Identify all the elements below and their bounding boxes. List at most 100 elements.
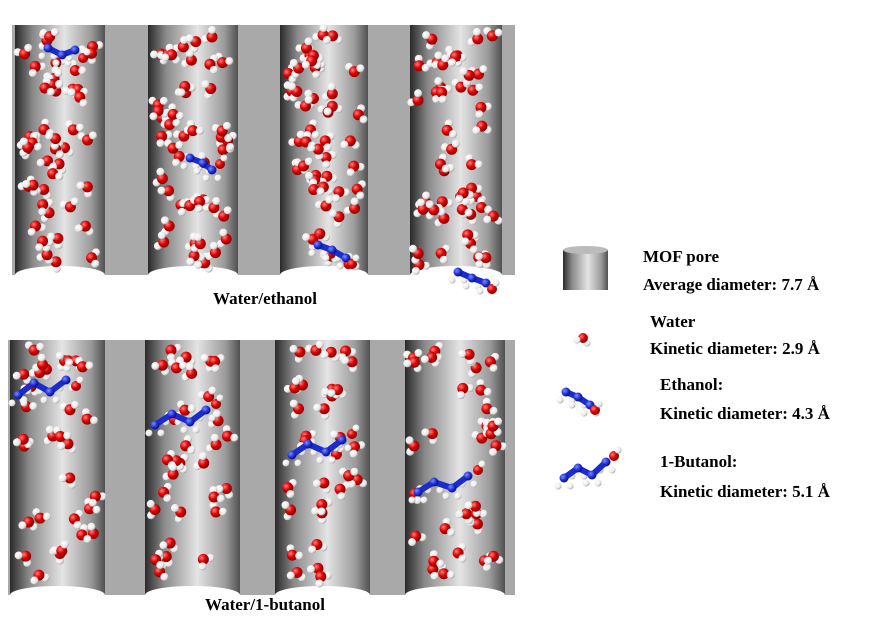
hydrogen <box>292 377 300 385</box>
hydrogen <box>169 463 177 471</box>
carbon <box>574 393 583 402</box>
hydrogen <box>348 480 356 488</box>
hydrogen <box>199 452 207 460</box>
hydrogen <box>198 562 206 570</box>
hydrogen <box>414 89 422 97</box>
hydrogen <box>447 528 455 536</box>
hydrogen <box>194 168 201 175</box>
hydrogen <box>56 352 64 360</box>
hydrogen <box>356 191 364 199</box>
hydrogen <box>290 59 298 67</box>
hydrogen <box>463 283 470 290</box>
legend-detail: Kinetic diameter: 2.9 Å <box>650 339 821 358</box>
hydrogen <box>449 277 456 284</box>
hydrogen <box>353 255 360 262</box>
hydrogen <box>472 126 480 134</box>
hydrogen <box>332 194 340 202</box>
hydrogen <box>160 97 168 105</box>
hydrogen <box>181 427 188 434</box>
hydrogen <box>483 216 491 224</box>
hydrogen <box>406 436 414 444</box>
hydrogen <box>53 397 60 404</box>
hydrogen <box>283 460 290 467</box>
hydrogen <box>201 354 209 362</box>
legend-name: Ethanol: <box>660 375 723 394</box>
hydrogen <box>434 77 442 85</box>
hydrogen <box>479 461 486 468</box>
hydrogen <box>286 490 294 498</box>
hydrogen <box>181 163 188 170</box>
hydrogen <box>573 336 580 343</box>
hydrogen <box>412 267 420 275</box>
hydrogen <box>53 60 60 67</box>
hydrogen <box>475 83 483 91</box>
hydrogen <box>455 195 463 203</box>
hydrogen <box>77 377 84 384</box>
hydrogen <box>151 362 159 370</box>
hydrogen <box>415 349 423 357</box>
hydrogen <box>473 28 481 36</box>
hydrogen <box>15 551 23 559</box>
hydrogen <box>581 410 588 417</box>
hydrogen <box>317 457 324 464</box>
hydrogen <box>316 187 324 195</box>
hydrogen <box>340 141 348 149</box>
hydrogen <box>302 233 310 241</box>
hydrogen <box>557 397 564 404</box>
hydrogen <box>36 343 44 351</box>
hydrogen <box>475 160 483 168</box>
hydrogen <box>215 175 222 182</box>
carbon <box>414 488 423 497</box>
hydrogen <box>350 468 358 476</box>
carbon <box>588 471 597 480</box>
hydrogen <box>484 388 492 396</box>
hydrogen <box>439 95 447 103</box>
carbon <box>58 51 67 60</box>
hydrogen <box>224 206 232 214</box>
carbon <box>464 472 473 481</box>
carbon <box>562 388 571 397</box>
hydrogen <box>327 389 335 397</box>
carbon <box>199 159 208 168</box>
hydrogen <box>475 110 483 118</box>
hydrogen <box>38 354 46 362</box>
hydrogen <box>360 115 368 123</box>
hydrogen <box>347 168 355 176</box>
hydrogen <box>302 61 310 69</box>
hydrogen <box>161 216 169 224</box>
hydrogen <box>313 404 321 412</box>
hydrogen <box>493 280 500 287</box>
hydrogen <box>45 132 53 140</box>
hydrogen <box>156 561 164 569</box>
hydrogen <box>156 168 164 176</box>
carbon <box>430 478 439 487</box>
carbon <box>338 436 347 445</box>
hydrogen <box>329 209 337 217</box>
hydrogen <box>495 29 503 37</box>
hydrogen <box>350 450 358 458</box>
hydrogen <box>494 417 502 425</box>
hydrogen <box>305 172 313 180</box>
hydrogen <box>409 497 416 504</box>
hydrogen <box>194 233 202 241</box>
legend-name: MOF pore <box>643 247 719 266</box>
hydrogen <box>208 387 216 395</box>
hydrogen <box>356 64 364 72</box>
hydrogen <box>194 261 202 269</box>
hydrogen <box>147 500 155 508</box>
hydrogen <box>171 504 179 512</box>
hydrogen <box>76 124 84 132</box>
hydrogen <box>93 506 101 514</box>
carbon <box>560 474 569 483</box>
hydrogen <box>312 131 320 139</box>
hydrogen <box>24 44 32 52</box>
hydrogen <box>465 209 473 217</box>
hydrogen <box>489 448 497 456</box>
water-molecule <box>573 333 590 347</box>
hydrogen <box>290 400 298 408</box>
hydrogen <box>337 492 345 500</box>
hydrogen <box>328 83 336 91</box>
hydrogen <box>89 499 97 507</box>
carbon <box>151 421 160 430</box>
carbon <box>168 410 177 419</box>
